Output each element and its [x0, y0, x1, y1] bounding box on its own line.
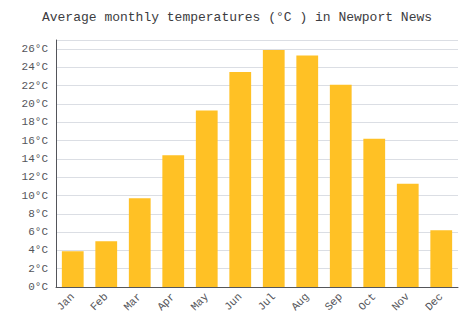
svg-text:24°C: 24°C — [22, 61, 49, 73]
svg-text:16°C: 16°C — [22, 135, 49, 147]
svg-text:Mar: Mar — [122, 291, 144, 313]
svg-text:Aug: Aug — [289, 291, 311, 313]
svg-text:Jan: Jan — [55, 291, 77, 313]
svg-text:Jun: Jun — [222, 291, 244, 313]
svg-text:8°C: 8°C — [28, 208, 48, 220]
svg-text:22°C: 22°C — [22, 80, 49, 92]
svg-text:12°C: 12°C — [22, 171, 49, 183]
svg-text:18°C: 18°C — [22, 116, 49, 128]
svg-text:26°C: 26°C — [22, 43, 49, 55]
svg-text:Apr: Apr — [155, 291, 177, 313]
svg-text:14°C: 14°C — [22, 153, 49, 165]
svg-text:4°C: 4°C — [28, 244, 48, 256]
svg-text:6°C: 6°C — [28, 226, 48, 238]
svg-text:Dec: Dec — [423, 291, 445, 313]
svg-text:Feb: Feb — [88, 291, 110, 313]
svg-text:20°C: 20°C — [22, 98, 49, 110]
svg-text:2°C: 2°C — [28, 263, 48, 275]
svg-text:Jul: Jul — [256, 291, 278, 313]
svg-text:0°C: 0°C — [28, 281, 48, 293]
svg-text:May: May — [189, 290, 212, 313]
svg-text:Nov: Nov — [390, 290, 413, 313]
svg-text:10°C: 10°C — [22, 190, 49, 202]
svg-text:Oct: Oct — [356, 291, 378, 313]
svg-text:Average monthly temperatures (: Average monthly temperatures (°C ) in Ne… — [42, 10, 432, 25]
svg-text:Sep: Sep — [323, 291, 345, 313]
